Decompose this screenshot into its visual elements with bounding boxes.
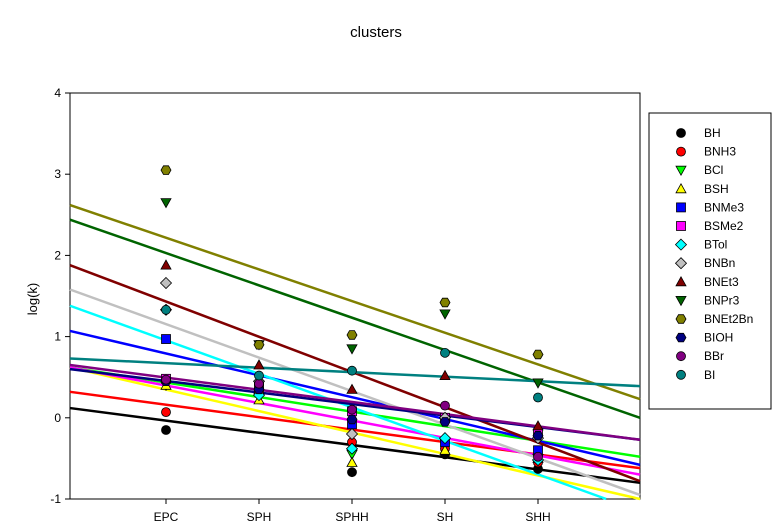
plot-area: [69, 92, 641, 500]
legend-label: BSMe2: [704, 219, 744, 233]
legend-marker-bioh: [675, 332, 687, 343]
legend-marker-bnet3: [675, 275, 687, 287]
point-bnet2bn: [160, 165, 172, 175]
point-bnet2bn: [346, 330, 358, 340]
point-bbr: [347, 404, 357, 415]
point-bi: [533, 392, 543, 403]
point-bbr: [533, 451, 543, 462]
point-bnh3: [161, 407, 171, 418]
point-bioh: [439, 417, 451, 427]
legend-label: BBr: [704, 349, 724, 363]
point-bi: [254, 370, 264, 381]
point-bnet3: [346, 383, 358, 394]
point-bi: [440, 347, 450, 358]
legend-marker-bh: [676, 128, 686, 138]
point-bioh: [346, 414, 358, 425]
point-bsh: [346, 456, 358, 467]
point-bnet2bn: [532, 349, 544, 360]
y-tick-label: 2: [54, 248, 61, 262]
point-bnet2bn: [439, 297, 451, 308]
x-tick-label: SHH: [525, 510, 550, 524]
chart-title: clusters: [350, 24, 402, 41]
point-bnet3: [532, 420, 544, 431]
fit-line-bnme3: [69, 329, 641, 467]
legend-marker-bcl: [675, 165, 687, 177]
point-bbr: [440, 400, 450, 411]
legend-label: BH: [704, 126, 721, 140]
legend-marker-bbr: [676, 351, 686, 362]
point-bbr: [254, 378, 264, 389]
legend-label: BNH3: [704, 145, 736, 159]
legend-label: BNEt3: [704, 275, 739, 289]
legend-label: BNBn: [704, 256, 735, 270]
point-bbr: [161, 374, 171, 385]
regression-lines: [69, 203, 641, 501]
x-tick-label: SPH: [247, 510, 272, 524]
point-bioh: [532, 430, 544, 441]
y-tick-label: -1: [50, 492, 61, 506]
legend-label: BCl: [704, 163, 723, 177]
legend-label: BTol: [704, 238, 727, 252]
fit-line-bnpr3: [69, 218, 641, 419]
point-bnet3: [253, 359, 265, 370]
legend-marker-bsh: [675, 182, 687, 194]
data-points: [159, 165, 545, 478]
legend-marker-bsme2: [676, 221, 686, 231]
legend-marker-bnbn: [674, 257, 688, 270]
legend-marker-bnet2bn: [675, 314, 687, 324]
point-bi: [161, 304, 171, 315]
point-bnbn: [345, 427, 359, 441]
legend: BH BNH3 BCl BSH BNMe3 BSMe2 BTol BNBn BNEt3 BNPr3…: [648, 112, 772, 410]
legend-marker-bnpr3: [675, 295, 687, 307]
legend-marker-btol: [674, 238, 688, 251]
x-tick-label: SPHH: [335, 510, 368, 524]
point-btol: [438, 432, 452, 445]
y-tick-label: 1: [54, 330, 61, 344]
point-bh: [347, 467, 357, 478]
point-bh: [161, 425, 171, 435]
legend-label: BNMe3: [704, 200, 744, 214]
legend-marker-bnme3: [676, 202, 686, 213]
point-bnpr3: [439, 309, 451, 320]
y-tick-label: 4: [54, 86, 61, 100]
point-bnpr3: [160, 198, 172, 209]
legend-marker-bi: [676, 369, 686, 380]
legend-label: BI: [704, 368, 715, 382]
x-tick-label: SH: [437, 510, 454, 524]
y-tick-label: 0: [54, 411, 61, 425]
point-bnet2bn: [253, 339, 265, 350]
point-btol: [345, 442, 359, 455]
point-bnpr3: [346, 344, 358, 355]
axes: -1 0 1 2 3 4 EPC SPH SPHH SH SHH: [50, 86, 550, 524]
legend-label: BNPr3: [704, 293, 740, 307]
y-tick-label: 3: [54, 167, 61, 181]
y-axis-label: log(k): [25, 283, 40, 316]
x-tick-label: EPC: [154, 510, 179, 524]
fit-line-bnet2bn: [69, 203, 641, 401]
point-bnet3: [439, 369, 451, 381]
legend-label: BSH: [704, 182, 729, 196]
point-bnet3: [160, 259, 172, 270]
point-bnbn: [159, 276, 173, 290]
fit-line-bnh3: [69, 390, 641, 470]
point-bi: [347, 365, 357, 376]
legend-label: BIOH: [704, 331, 733, 345]
legend-marker-bnh3: [676, 146, 686, 157]
legend-box: [648, 112, 772, 410]
legend-label: BNEt2Bn: [704, 312, 753, 326]
point-bnme3: [161, 334, 171, 344]
point-bsh: [439, 444, 451, 455]
point-bnpr3: [532, 378, 544, 389]
